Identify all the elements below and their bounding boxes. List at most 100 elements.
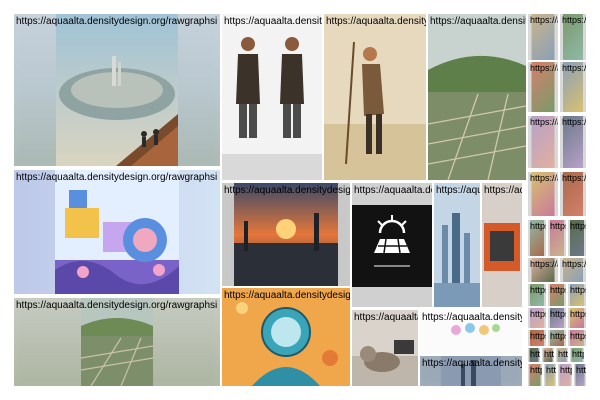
desert-warrior-image: [324, 14, 426, 180]
image-url-label: https://aquaalta.densitydesign.org/rawgr…: [530, 331, 546, 341]
gallery-tile[interactable]: https://aquaalta.densitydesign.org/rawgr…: [482, 183, 522, 307]
gallery-tile[interactable]: https://aquaalta.densitydesign.org/rawgr…: [352, 310, 418, 386]
thumbnail-image: [530, 330, 544, 346]
gallery-thumbnail[interactable]: https://aquaalta.densitydesign.org/rawgr…: [568, 220, 586, 256]
gallery-thumbnail[interactable]: https://aquaalta.densitydesign.org/rawgr…: [548, 330, 566, 346]
gallery-thumbnail[interactable]: https://aquaalta.densitydesign.org/rawgr…: [568, 308, 586, 328]
thumbnail-image: [530, 220, 544, 256]
fashion-portrait-image: [222, 14, 322, 180]
skyline-image: [441, 356, 501, 386]
thumbnail-image: [531, 116, 555, 168]
thumbnail-image: [570, 330, 584, 346]
image-url-label: https://aquaalta.densitydesign.org/rawgr…: [562, 15, 586, 25]
gallery-thumbnail[interactable]: https://aquaalta.densitydesign.org/rawgr…: [528, 14, 558, 60]
image-url-label: https://aquaalta.densitydesign.org/rawgr…: [326, 16, 426, 27]
image-url-label: https://aquaalta.densitydesign.org/rawgr…: [550, 331, 566, 341]
gallery-tile[interactable]: https://aquaalta.densitydesign.org/rawgr…: [324, 14, 426, 180]
image-url-label: https://aquaalta.densitydesign.org/rawgr…: [530, 117, 558, 127]
gallery-thumbnail[interactable]: https://aquaalta.densitydesign.org/rawgr…: [548, 284, 566, 306]
thumbnail-image: [570, 308, 584, 328]
image-url-label: https://aquaalta.densitydesign.org/rawgr…: [530, 349, 540, 359]
gallery-thumbnail[interactable]: https://aquaalta.densitydesign.org/rawgr…: [548, 220, 566, 256]
gallery-thumbnail[interactable]: https://aquaalta.densitydesign.org/rawgr…: [542, 348, 554, 362]
image-url-label: https://aquaalta.densitydesign.org/rawgr…: [560, 365, 572, 375]
thumbnail-image: [550, 284, 564, 306]
image-url-label: https://aquaalta.densitydesign.org/rawgr…: [562, 259, 586, 269]
image-url-label: https://aquaalta.densitydesign.org/rawgr…: [546, 365, 556, 375]
gallery-thumbnail[interactable]: https://aquaalta.densitydesign.org/rawgr…: [548, 308, 566, 328]
gallery-tile[interactable]: https://aquaalta.densitydesign.org/rawgr…: [434, 183, 480, 307]
thumbnail-image: [529, 348, 539, 362]
image-url-label: https://aquaalta.densitydesign.org/rawgr…: [530, 285, 546, 295]
gallery-tile[interactable]: https://aquaalta.densitydesign.org/rawgr…: [420, 310, 522, 354]
thumbnail-image: [563, 62, 583, 112]
thumbnail-image: [563, 14, 583, 60]
gallery-thumbnail[interactable]: https://aquaalta.densitydesign.org/rawgr…: [570, 348, 584, 362]
gallery-tile[interactable]: https://aquaalta.densitydesign.org/rawgr…: [420, 356, 522, 386]
gallery-tile[interactable]: https://aquaalta.densitydesign.org/rawgr…: [222, 14, 322, 180]
gallery-thumbnail[interactable]: https://aquaalta.densitydesign.org/rawgr…: [560, 172, 586, 216]
gallery-thumbnail[interactable]: https://aquaalta.densitydesign.org/rawgr…: [544, 364, 556, 386]
gallery-thumbnail[interactable]: https://aquaalta.densitydesign.org/rawgr…: [528, 116, 558, 168]
gallery-thumbnail[interactable]: https://aquaalta.densitydesign.org/rawgr…: [568, 284, 586, 306]
thumbnail-image: [531, 14, 555, 60]
gallery-thumbnail[interactable]: https://aquaalta.densitydesign.org/rawgr…: [528, 258, 558, 282]
thumbnail-image: [571, 348, 583, 362]
thumbnail-image: [530, 308, 544, 328]
gallery-thumbnail[interactable]: https://aquaalta.densitydesign.org/rawgr…: [528, 172, 558, 216]
image-url-label: https://aquaalta.densitydesign.org/rawgr…: [16, 172, 218, 183]
thumbnail-image: [559, 364, 571, 386]
image-url-label: https://aquaalta.densitydesign.org/rawgr…: [484, 185, 522, 196]
gallery-tile[interactable]: https://aquaalta.densitydesign.org/rawgr…: [428, 14, 526, 180]
thumbnail-image: [570, 284, 584, 306]
image-url-label: https://aquaalta.densitydesign.org/rawgr…: [436, 185, 480, 196]
thumbnail-image: [563, 172, 583, 216]
image-url-label: https://aquaalta.densitydesign.org/rawgr…: [16, 300, 218, 311]
gallery-thumbnail[interactable]: https://aquaalta.densitydesign.org/rawgr…: [574, 364, 586, 386]
sunset-harbor-image: [234, 183, 338, 286]
gallery-tile[interactable]: https://aquaalta.densitydesign.org/rawgr…: [14, 298, 220, 386]
thumbnail-image: [531, 172, 555, 216]
image-url-label: https://aquaalta.densitydesign.org/rawgr…: [224, 185, 350, 196]
image-url-label: https://aquaalta.densitydesign.org/rawgr…: [570, 331, 586, 341]
solar-logo-image: [352, 183, 432, 307]
gallery-tile[interactable]: https://aquaalta.densitydesign.org/rawgr…: [14, 14, 220, 166]
image-url-label: https://aquaalta.densitydesign.org/rawgr…: [550, 285, 566, 295]
gallery-thumbnail[interactable]: https://aquaalta.densitydesign.org/rawgr…: [560, 258, 586, 282]
gallery-thumbnail[interactable]: https://aquaalta.densitydesign.org/rawgr…: [556, 348, 568, 362]
gallery-tile[interactable]: https://aquaalta.densitydesign.org/rawgr…: [222, 183, 350, 286]
gallery-tile[interactable]: https://aquaalta.densitydesign.org/rawgr…: [14, 170, 220, 294]
thumbnail-image: [550, 330, 564, 346]
gallery-thumbnail[interactable]: https://aquaalta.densitydesign.org/rawgr…: [528, 348, 540, 362]
image-url-label: https://aquaalta.densitydesign.org/rawgr…: [354, 185, 432, 196]
gallery-thumbnail[interactable]: https://aquaalta.densitydesign.org/rawgr…: [560, 14, 586, 60]
gallery-thumbnail[interactable]: https://aquaalta.densitydesign.org/rawgr…: [528, 220, 546, 256]
orange-book-image: [482, 183, 522, 307]
gallery-thumbnail[interactable]: https://aquaalta.densitydesign.org/rawgr…: [528, 330, 546, 346]
gallery-thumbnail[interactable]: https://aquaalta.densitydesign.org/rawgr…: [528, 364, 542, 386]
image-url-label: https://aquaalta.densitydesign.org/rawgr…: [16, 16, 218, 27]
gallery-thumbnail[interactable]: https://aquaalta.densitydesign.org/rawgr…: [558, 364, 572, 386]
image-url-label: https://aquaalta.densitydesign.org/rawgr…: [576, 365, 586, 375]
image-url-label: https://aquaalta.densitydesign.org/rawgr…: [562, 173, 586, 183]
image-url-label: https://aquaalta.densitydesign.org/rawgr…: [422, 358, 522, 369]
gallery-thumbnail[interactable]: https://aquaalta.densitydesign.org/rawgr…: [528, 284, 546, 306]
image-url-label: https://aquaalta.densitydesign.org/rawgr…: [570, 309, 586, 319]
image-url-label: https://aquaalta.densitydesign.org/rawgr…: [562, 63, 586, 73]
thumbnail-image: [563, 116, 583, 168]
retro-machine-image: [55, 170, 179, 294]
valley-city-image: [428, 14, 526, 180]
gallery-tile[interactable]: https://aquaalta.densitydesign.org/rawgr…: [222, 288, 350, 386]
gallery-thumbnail[interactable]: https://aquaalta.densitydesign.org/rawgr…: [528, 62, 558, 112]
image-url-label: https://aquaalta.densitydesign.org/rawgr…: [550, 221, 566, 231]
diver-helmet-image: [222, 288, 350, 386]
gallery-thumbnail[interactable]: https://aquaalta.densitydesign.org/rawgr…: [568, 330, 586, 346]
gallery-thumbnail[interactable]: https://aquaalta.densitydesign.org/rawgr…: [528, 308, 546, 328]
image-url-label: https://aquaalta.densitydesign.org/rawgr…: [530, 221, 546, 231]
thumbnail-image: [545, 364, 555, 386]
gallery-thumbnail[interactable]: https://aquaalta.densitydesign.org/rawgr…: [560, 116, 586, 168]
gallery-thumbnail[interactable]: https://aquaalta.densitydesign.org/rawgr…: [560, 62, 586, 112]
image-url-label: https://aquaalta.densitydesign.org/rawgr…: [530, 259, 558, 269]
gallery-tile[interactable]: https://aquaalta.densitydesign.org/rawgr…: [352, 183, 432, 307]
